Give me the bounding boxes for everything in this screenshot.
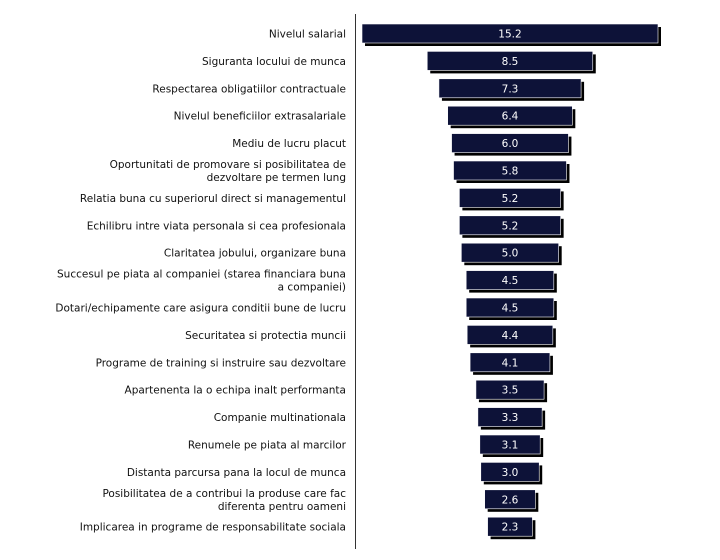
bar-value-label: 15.2 xyxy=(498,29,521,41)
bar xyxy=(451,133,569,153)
bar xyxy=(484,489,536,510)
category-label-line: Claritatea jobului, organizare buna xyxy=(164,248,346,260)
bar-value-label: 4.4 xyxy=(502,330,519,342)
bar-value-label: 5.2 xyxy=(502,220,519,232)
category-label-line: Implicarea in programe de responsabilita… xyxy=(80,522,346,534)
bar xyxy=(477,407,543,427)
bar-value-label: 6.4 xyxy=(502,111,519,123)
bar-value-label: 3.0 xyxy=(502,467,519,479)
category-label: Nivelul beneficiilor extrasalariale xyxy=(174,111,346,123)
bar xyxy=(447,105,573,126)
bar-value-label: 5.2 xyxy=(502,193,519,205)
bar-value-label: 5.0 xyxy=(502,248,519,260)
bar-value-label: 3.5 xyxy=(502,385,519,397)
bar-value-label: 4.5 xyxy=(502,275,519,287)
category-label-line: Respectarea obligatiilor contractuale xyxy=(152,83,346,95)
category-label: Renumele pe piata al marcilor xyxy=(188,440,347,452)
category-label: Companie multinationala xyxy=(214,412,346,424)
bar xyxy=(426,51,594,71)
category-label-line: Succesul pe piata al companiei (starea f… xyxy=(57,269,346,281)
category-label-line: Renumele pe piata al marcilor xyxy=(188,440,347,452)
category-label-line: Oportunitati de promovare si posibilitat… xyxy=(110,159,346,171)
category-label: Relatia buna cu superiorul direct si man… xyxy=(80,193,346,205)
category-label: Programe de training si instruire sau de… xyxy=(96,357,346,369)
bar-value-label: 2.6 xyxy=(502,494,519,506)
category-label-line: Posibilitatea de a contribui la produse … xyxy=(102,488,346,500)
category-label-line: diferenta pentru oameni xyxy=(218,501,346,513)
category-label-line: Dotari/echipamente care asigura conditii… xyxy=(55,303,346,315)
category-label: Implicarea in programe de responsabilita… xyxy=(80,522,346,534)
category-label-line: Echilibru intre viata personala si cea p… xyxy=(87,220,346,232)
category-label: Securitatea si protectia muncii xyxy=(185,330,346,342)
bar xyxy=(438,78,582,99)
category-label-line: Companie multinationala xyxy=(214,412,346,424)
bar xyxy=(487,516,533,537)
category-label: Oportunitati de promovare si posibilitat… xyxy=(110,159,346,184)
bar xyxy=(459,188,561,208)
chart-rows: 15.2 Nivelul salarial 8.5 Siguranta locului… xyxy=(55,23,661,540)
bar xyxy=(475,379,545,400)
category-label: Mediu de lucru placut xyxy=(232,138,346,150)
category-label-line: Programe de training si instruire sau de… xyxy=(96,357,346,369)
category-label-line: Securitatea si protectia muncii xyxy=(185,330,346,342)
bar xyxy=(461,242,559,263)
category-label-line: a companiei) xyxy=(278,282,346,294)
category-label: Nivelul salarial xyxy=(269,29,346,41)
bar xyxy=(453,160,567,181)
bar-value-label: 2.3 xyxy=(502,522,519,534)
bar-value-label: 3.1 xyxy=(502,440,519,452)
category-label: Distanta parcursa pana la locul de munca xyxy=(127,467,346,479)
bar-value-label: 5.8 xyxy=(502,166,519,178)
bar-value-label: 3.3 xyxy=(502,412,519,424)
bar xyxy=(466,325,554,345)
bar-value-label: 4.5 xyxy=(502,303,519,315)
category-label-line: Siguranta locului de munca xyxy=(202,56,346,68)
bar-value-label: 7.3 xyxy=(502,83,519,95)
category-label-line: Nivelul beneficiilor extrasalariale xyxy=(174,111,346,123)
bar-value-label: 6.0 xyxy=(502,138,519,150)
bar xyxy=(465,270,555,290)
bar xyxy=(361,23,659,44)
category-label: Succesul pe piata al companiei (starea f… xyxy=(57,269,346,294)
category-label-line: Apartenenta la o echipa inalt performant… xyxy=(125,385,346,397)
bar xyxy=(469,352,551,373)
category-label: Siguranta locului de munca xyxy=(202,56,346,68)
category-label: Posibilitatea de a contribui la produse … xyxy=(102,488,346,513)
category-label: Claritatea jobului, organizare buna xyxy=(164,248,346,260)
category-label-line: dezvoltare pe termen lung xyxy=(207,172,346,184)
bar xyxy=(480,462,540,482)
category-label: Apartenenta la o echipa inalt performant… xyxy=(125,385,346,397)
bar xyxy=(465,297,555,318)
bar-value-label: 8.5 xyxy=(502,56,519,68)
category-label-line: Nivelul salarial xyxy=(269,29,346,41)
bar xyxy=(479,434,541,455)
bar-value-label: 4.1 xyxy=(502,357,519,369)
category-label: Respectarea obligatiilor contractuale xyxy=(152,83,346,95)
category-label-line: Relatia buna cu superiorul direct si man… xyxy=(80,193,346,205)
category-label: Dotari/echipamente care asigura conditii… xyxy=(55,303,346,315)
category-label-line: Distanta parcursa pana la locul de munca xyxy=(127,467,346,479)
category-label-line: Mediu de lucru placut xyxy=(232,138,346,150)
category-label: Echilibru intre viata personala si cea p… xyxy=(87,220,346,232)
bar xyxy=(459,215,561,236)
